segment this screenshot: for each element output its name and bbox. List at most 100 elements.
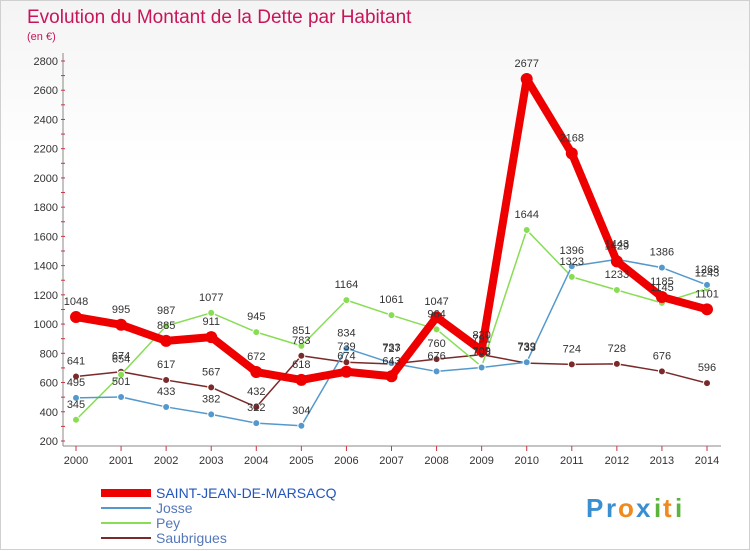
y-tick-label: 1400	[34, 261, 58, 273]
data-point	[387, 359, 396, 368]
data-label: 760	[427, 338, 445, 350]
data-label: 709	[472, 346, 490, 358]
series-pey	[72, 225, 711, 424]
data-point	[297, 351, 306, 360]
data-label: 1243	[695, 268, 719, 280]
data-point	[701, 303, 713, 316]
y-tick-label: 400	[40, 407, 58, 419]
data-label: 1233	[605, 269, 629, 281]
data-label: 703	[472, 346, 490, 358]
data-point	[252, 419, 261, 428]
data-label: 1164	[335, 279, 359, 291]
data-point	[432, 355, 441, 364]
x-tick-label: 2009	[469, 455, 493, 467]
data-label: 851	[292, 325, 310, 337]
data-point	[522, 358, 531, 367]
data-label: 733	[382, 342, 400, 354]
data-label: 911	[202, 316, 220, 328]
data-label: 643	[382, 355, 400, 367]
data-point	[297, 341, 306, 350]
data-point	[567, 262, 576, 271]
data-point	[612, 286, 621, 295]
series-layer	[70, 72, 713, 430]
data-label: 739	[518, 341, 536, 353]
data-label: 1268	[695, 264, 719, 276]
data-label: 945	[247, 311, 265, 323]
data-point	[565, 147, 578, 160]
data-point	[72, 415, 80, 424]
data-point	[657, 367, 666, 376]
y-tick-label: 1200	[34, 290, 58, 302]
data-point	[567, 272, 576, 281]
axes: 200 400 600 800 1000 1200 1400 1600 1800 2000 2200…	[34, 53, 721, 467]
series-josse	[72, 255, 711, 430]
data-label: 1077	[199, 292, 223, 304]
y-tick-label: 200	[40, 436, 58, 448]
x-tick-label: 2011	[560, 455, 584, 467]
data-point	[610, 255, 623, 268]
data-point	[72, 393, 80, 402]
data-point	[252, 403, 261, 412]
data-label: 674	[337, 351, 355, 363]
data-label: 382	[202, 393, 220, 405]
data-point	[207, 383, 216, 392]
y-tick-label: 2000	[34, 173, 58, 185]
data-label: 1396	[560, 245, 584, 257]
data-label: 733	[518, 342, 536, 354]
data-label: 834	[337, 327, 355, 339]
data-point	[432, 367, 441, 376]
x-tick-label: 2013	[650, 455, 674, 467]
data-label: 617	[157, 359, 175, 371]
data-label: 1323	[560, 256, 584, 268]
data-point	[205, 331, 218, 344]
data-point	[342, 344, 351, 353]
data-label: 820	[472, 329, 490, 341]
data-point	[162, 321, 171, 330]
data-point	[655, 291, 668, 304]
x-tick-label: 2012	[605, 455, 629, 467]
data-label: 1185	[650, 276, 674, 288]
data-point	[475, 344, 488, 357]
y-tick-label: 2600	[34, 85, 58, 97]
series-saint-jean-de-marsacq	[70, 72, 713, 386]
x-tick-label: 2010	[514, 455, 538, 467]
data-label: 304	[292, 405, 310, 417]
data-label: 641	[67, 356, 85, 368]
data-point	[252, 328, 261, 337]
data-label: 1145	[650, 282, 674, 294]
data-label: 1386	[650, 247, 674, 259]
data-label: 987	[157, 305, 175, 317]
data-point	[295, 373, 308, 386]
data-point	[520, 72, 533, 85]
data-label: 1443	[605, 238, 629, 250]
logo-letter: i	[654, 493, 661, 523]
x-tick-label: 2002	[154, 455, 178, 467]
logo-letter: x	[636, 493, 651, 523]
data-label: 728	[608, 343, 626, 355]
y-tick-label: 1600	[34, 231, 58, 243]
data-point	[430, 311, 443, 324]
chart-subtitle: (en €)	[27, 31, 56, 43]
y-tick-label: 2200	[34, 144, 58, 156]
data-label: 783	[292, 335, 310, 347]
series-line	[72, 74, 711, 384]
y-tick-label: 600	[40, 378, 58, 390]
x-tick-label: 2005	[289, 455, 313, 467]
data-point	[387, 311, 396, 320]
x-tick-label: 2004	[244, 455, 268, 467]
x-tick-label: 2001	[109, 455, 133, 467]
data-label: 727	[382, 343, 400, 355]
data-label: 596	[698, 362, 716, 374]
x-tick-label: 2007	[379, 455, 403, 467]
data-point	[297, 421, 306, 430]
data-point	[162, 402, 171, 411]
data-point	[207, 410, 216, 419]
data-label: 567	[202, 366, 220, 378]
legend-label: Josse	[156, 500, 193, 516]
legend-label: SAINT-JEAN-DE-MARSACQ	[156, 485, 337, 501]
data-point	[703, 280, 711, 289]
data-point	[567, 360, 576, 369]
logo-letter: P	[586, 493, 603, 523]
